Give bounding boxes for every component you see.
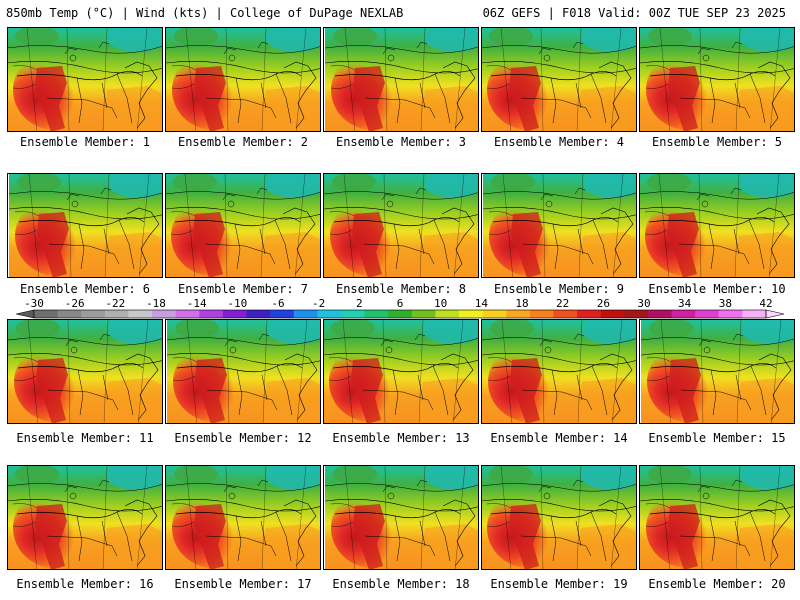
- ensemble-member-map: [323, 173, 479, 278]
- colorbar-bin: [435, 310, 460, 318]
- colorbar: -30 -26 -22 -18 -14 -10 -6 -2 2 6 10 14 18 22 26 30 34 38…: [15, 297, 785, 319]
- colorbar-bin: [246, 310, 271, 318]
- ensemble-member-map: [481, 27, 637, 132]
- colorbar-tick-label: 6: [397, 297, 404, 310]
- ensemble-member-label: Ensemble Member: 10: [648, 282, 786, 296]
- ensemble-member-label: Ensemble Member: 6: [19, 282, 151, 296]
- ensemble-member-map: [7, 319, 163, 424]
- colorbar-bin: [553, 310, 578, 318]
- colorbar-bin: [624, 310, 649, 318]
- colorbar-tick-label: 14: [475, 297, 489, 310]
- colorbar-bin: [34, 310, 59, 318]
- colorbar-bin: [104, 310, 129, 318]
- colorbar-bin: [529, 310, 554, 318]
- ensemble-member-map: [323, 319, 479, 424]
- colorbar-tick-label: -14: [187, 297, 207, 310]
- colorbar-tick-label: 34: [678, 297, 692, 310]
- colorbar-bin: [128, 310, 153, 318]
- colorbar-bin: [222, 310, 247, 318]
- ensemble-member-map: [481, 465, 637, 570]
- ensemble-member-label: Ensemble Member: 7: [177, 282, 309, 296]
- header: 850mb Temp (°C) | Wind (kts) | College o…: [0, 0, 800, 24]
- ensemble-member-map: [7, 173, 163, 278]
- ensemble-member-label: Ensemble Member: 15: [648, 431, 786, 445]
- ensemble-member-label: Ensemble Member: 12: [174, 431, 312, 445]
- ensemble-member-label: Ensemble Member: 3: [335, 135, 467, 149]
- ensemble-member-label: Ensemble Member: 11: [16, 431, 154, 445]
- ensemble-member-map: [165, 173, 321, 278]
- ensemble-member-label: Ensemble Member: 18: [332, 577, 470, 591]
- ensemble-member-label: Ensemble Member: 8: [335, 282, 467, 296]
- colorbar-tick-label: 18: [515, 297, 528, 310]
- colorbar-tick-label: 26: [597, 297, 610, 310]
- colorbar-bin: [175, 310, 200, 318]
- ensemble-member-label: Ensemble Member: 1: [19, 135, 151, 149]
- colorbar-tick-label: -30: [24, 297, 44, 310]
- colorbar-tick-label: 10: [434, 297, 447, 310]
- ensemble-member-label: Ensemble Member: 9: [493, 282, 625, 296]
- map-title: 850mb Temp (°C) | Wind (kts) | College o…: [6, 6, 404, 20]
- ensemble-member-map: [165, 319, 321, 424]
- colorbar-bin: [270, 310, 295, 318]
- ensemble-member-label: Ensemble Member: 4: [493, 135, 625, 149]
- ensemble-member-map: [639, 173, 795, 278]
- colorbar-tick-label: -22: [105, 297, 125, 310]
- ensemble-member-map: [481, 319, 637, 424]
- colorbar-bin: [152, 310, 177, 318]
- ensemble-member-label: Ensemble Member: 2: [177, 135, 309, 149]
- colorbar-tick-label: 30: [637, 297, 650, 310]
- ensemble-member-label: Ensemble Member: 5: [651, 135, 783, 149]
- colorbar-bin: [671, 310, 696, 318]
- ensemble-member-label: Ensemble Member: 20: [648, 577, 786, 591]
- colorbar-tick-label: 2: [356, 297, 363, 310]
- ensemble-member-map: [639, 465, 795, 570]
- colorbar-tick-label: 38: [719, 297, 732, 310]
- colorbar-bin: [317, 310, 342, 318]
- ensemble-member-label: Ensemble Member: 17: [174, 577, 312, 591]
- colorbar-bin: [293, 310, 318, 318]
- colorbar-bin: [506, 310, 531, 318]
- colorbar-tick-label: 22: [556, 297, 569, 310]
- ensemble-member-map: [323, 465, 479, 570]
- colorbar-bin: [199, 310, 224, 318]
- colorbar-bin: [411, 310, 436, 318]
- colorbar-bin: [388, 310, 413, 318]
- colorbar-frame: [33, 309, 767, 319]
- colorbar-min-arrow: [15, 309, 35, 319]
- colorbar-bin: [340, 310, 365, 318]
- colorbar-bin: [718, 310, 743, 318]
- colorbar-bin: [742, 310, 767, 318]
- colorbar-tick-label: -26: [65, 297, 85, 310]
- ensemble-member-label: Ensemble Member: 16: [16, 577, 154, 591]
- ensemble-member-map: [639, 319, 795, 424]
- colorbar-tick-label: 42: [759, 297, 772, 310]
- ensemble-member-map: [165, 27, 321, 132]
- ensemble-member-map: [323, 27, 479, 132]
- ensemble-member-label: Ensemble Member: 13: [332, 431, 470, 445]
- colorbar-tick-label: -10: [227, 297, 247, 310]
- colorbar-bin: [81, 310, 106, 318]
- colorbar-bin: [600, 310, 625, 318]
- colorbar-bin: [459, 310, 484, 318]
- ensemble-member-map: [639, 27, 795, 132]
- colorbar-tick-label: -18: [146, 297, 166, 310]
- colorbar-bin: [482, 310, 507, 318]
- ensemble-member-map: [481, 173, 637, 278]
- run-valid-time: 06Z GEFS | F018 Valid: 00Z TUE SEP 23 20…: [482, 6, 786, 20]
- colorbar-bin: [364, 310, 389, 318]
- ensemble-member-map: [165, 465, 321, 570]
- ensemble-member-map: [7, 465, 163, 570]
- ensemble-member-label: Ensemble Member: 14: [490, 431, 628, 445]
- colorbar-bin: [57, 310, 82, 318]
- ensemble-member-map: [7, 27, 163, 132]
- colorbar-max-arrow: [765, 309, 785, 319]
- colorbar-bin: [695, 310, 720, 318]
- ensemble-member-label: Ensemble Member: 19: [490, 577, 628, 591]
- colorbar-tick-label: -6: [271, 297, 284, 310]
- colorbar-bin: [647, 310, 672, 318]
- colorbar-tick-label: -2: [312, 297, 325, 310]
- colorbar-bin: [577, 310, 602, 318]
